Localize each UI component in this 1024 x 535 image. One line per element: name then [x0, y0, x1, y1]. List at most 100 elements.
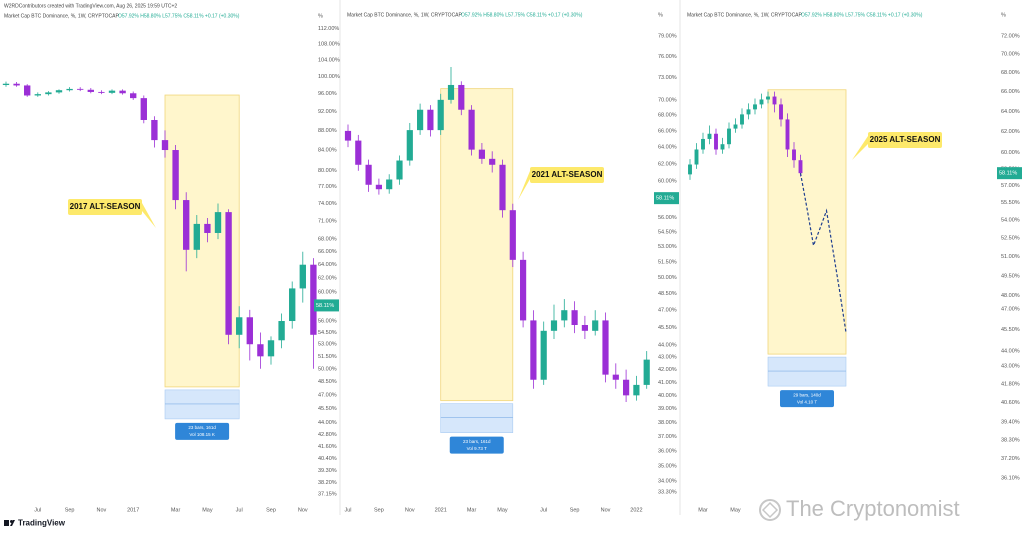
- candle-body: [688, 164, 692, 175]
- candle-body: [468, 109, 475, 150]
- brand-logo: [4, 520, 15, 526]
- x-tick-label: Jul: [34, 507, 41, 513]
- candle-body: [140, 98, 147, 120]
- y-tick-label: 40.00%: [658, 393, 677, 399]
- y-tick-label: 53.00%: [658, 244, 677, 250]
- y-tick-label: 56.00%: [658, 215, 677, 221]
- candle-body: [278, 321, 285, 341]
- measure-box: [767, 356, 847, 387]
- y-tick-label: 60.00%: [318, 289, 337, 295]
- y-tick-label: 43.00%: [658, 355, 677, 361]
- callout-label: 2021 ALT-SEASON: [532, 170, 603, 179]
- axis-unit: %: [318, 13, 323, 19]
- callout-label: 2017 ALT-SEASON: [70, 202, 141, 211]
- y-tick-label: 38.00%: [658, 420, 677, 426]
- x-tick-label: 2022: [630, 507, 642, 513]
- candle-body: [87, 89, 94, 92]
- y-tick-label: 77.00%: [318, 184, 337, 190]
- x-tick-label: Sep: [570, 507, 580, 513]
- axis-unit: %: [658, 12, 663, 18]
- candle-body: [66, 88, 73, 91]
- candle-body: [581, 325, 588, 331]
- x-tick-label: Jul: [540, 507, 547, 513]
- y-tick-label: 76.00%: [658, 54, 677, 60]
- y-tick-label: 47.00%: [658, 308, 677, 314]
- measure-tooltip: [780, 390, 834, 408]
- y-tick-label: 88.00%: [318, 128, 337, 134]
- candle-body: [151, 119, 158, 141]
- y-tick-label: 38.30%: [1001, 437, 1020, 443]
- callout-box: [68, 199, 142, 215]
- candle-body: [530, 320, 537, 380]
- y-tick-label: 54.50%: [658, 229, 677, 235]
- measure-tooltip: [449, 436, 504, 454]
- y-tick-label: 45.50%: [658, 325, 677, 331]
- y-tick-label: 84.00%: [318, 147, 337, 153]
- candle-body: [2, 83, 10, 86]
- y-tick-label: 92.00%: [318, 109, 337, 115]
- callout-label: 2025 ALT-SEASON: [870, 135, 941, 144]
- candle-body: [499, 164, 506, 211]
- y-tick-label: 41.80%: [1001, 381, 1020, 387]
- y-tick-label: 48.50%: [658, 291, 677, 297]
- candle-body: [707, 133, 712, 139]
- candle-body: [344, 130, 352, 141]
- candle-body: [779, 104, 783, 120]
- y-tick-label: 57.00%: [1001, 183, 1020, 189]
- measure-tooltip: [175, 422, 230, 440]
- candle-body: [592, 320, 599, 331]
- candle-body: [458, 84, 465, 110]
- candle-body: [602, 320, 609, 375]
- price-tag: [314, 299, 339, 312]
- y-tick-label: 112.00%: [318, 26, 339, 32]
- candle-body: [753, 104, 757, 110]
- candle-body: [561, 310, 568, 321]
- y-tick-label: 53.00%: [318, 342, 337, 348]
- y-tick-label: 50.00%: [658, 275, 677, 281]
- y-tick-label: 80.00%: [318, 168, 337, 174]
- candle-body: [161, 140, 169, 151]
- candle-body: [225, 212, 232, 335]
- measure-stat: Vol 4.10 T: [797, 399, 817, 404]
- candle-body: [396, 160, 403, 180]
- y-tick-label: 60.00%: [1001, 150, 1020, 156]
- candle-body: [714, 133, 718, 150]
- brand: TradingView: [18, 519, 66, 528]
- candle-body: [643, 359, 650, 385]
- y-tick-label: 37.20%: [1001, 456, 1020, 462]
- x-tick-label: Nov: [601, 507, 611, 513]
- x-tick-label: Jul: [344, 507, 351, 513]
- y-tick-label: 51.00%: [1001, 254, 1020, 260]
- y-tick-label: 51.50%: [658, 259, 677, 265]
- y-tick-label: 55.50%: [1001, 200, 1020, 206]
- y-tick-label: 37.15%: [318, 492, 337, 498]
- price-tag: [654, 192, 679, 205]
- y-tick-label: 52.50%: [1001, 236, 1020, 242]
- y-tick-label: 64.00%: [658, 145, 677, 151]
- candle-body: [694, 149, 699, 165]
- callout-pointer: [852, 136, 868, 160]
- x-tick-label: 2021: [435, 507, 447, 513]
- candle-body: [172, 150, 179, 201]
- price-tag: [997, 167, 1022, 180]
- y-tick-label: 40.40%: [318, 456, 337, 462]
- y-tick-label: 47.00%: [1001, 306, 1020, 312]
- y-tick-label: 96.00%: [318, 91, 337, 97]
- axis-unit: %: [1001, 12, 1006, 18]
- x-tick-label: May: [497, 507, 508, 513]
- y-tick-label: 38.20%: [318, 480, 337, 486]
- callout-pointer: [142, 203, 156, 228]
- y-tick-label: 68.00%: [318, 237, 337, 243]
- x-tick-label: Sep: [374, 507, 384, 513]
- candle-body: [130, 93, 137, 99]
- y-tick-label: 54.00%: [1001, 218, 1020, 224]
- candle-body: [365, 164, 372, 185]
- y-tick-label: 44.00%: [1001, 349, 1020, 355]
- y-tick-label: 33.30%: [658, 490, 677, 496]
- candle-body: [24, 85, 31, 96]
- y-tick-label: 36.10%: [1001, 475, 1020, 481]
- ohlc-values: O57.92% H58.80% L57.75% C58.11% +0.17 (+…: [118, 13, 240, 19]
- y-tick-label: 73.00%: [658, 75, 677, 81]
- candle-body: [183, 200, 190, 250]
